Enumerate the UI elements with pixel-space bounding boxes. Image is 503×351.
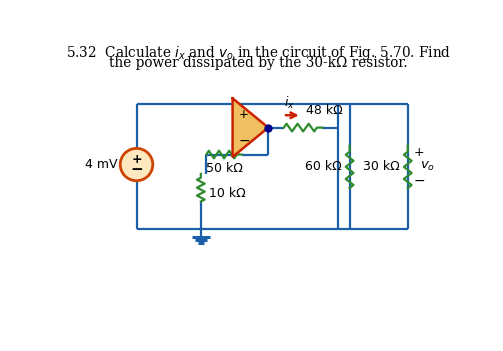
- Text: +: +: [239, 108, 248, 121]
- Text: 30 kΩ: 30 kΩ: [363, 160, 400, 173]
- Text: −: −: [239, 134, 250, 148]
- Text: $v_o$: $v_o$: [420, 160, 435, 173]
- Text: −: −: [130, 163, 143, 178]
- Text: −: −: [414, 174, 426, 188]
- Text: 10 kΩ: 10 kΩ: [209, 187, 245, 200]
- Text: 60 kΩ: 60 kΩ: [305, 160, 342, 173]
- Text: the power dissipated by the 30-kΩ resistor.: the power dissipated by the 30-kΩ resist…: [109, 56, 407, 70]
- Text: 48 kΩ: 48 kΩ: [306, 104, 343, 117]
- Text: 50 kΩ: 50 kΩ: [206, 162, 242, 175]
- Text: $i_x$: $i_x$: [284, 94, 294, 111]
- Circle shape: [120, 148, 153, 181]
- Text: 5.32  Calculate $i_x$ and $v_o$ in the circuit of Fig. 5.70. Find: 5.32 Calculate $i_x$ and $v_o$ in the ci…: [65, 44, 451, 62]
- Polygon shape: [232, 98, 268, 157]
- Text: +: +: [131, 153, 142, 166]
- Text: +: +: [414, 146, 425, 159]
- Text: 4 mV: 4 mV: [86, 158, 118, 171]
